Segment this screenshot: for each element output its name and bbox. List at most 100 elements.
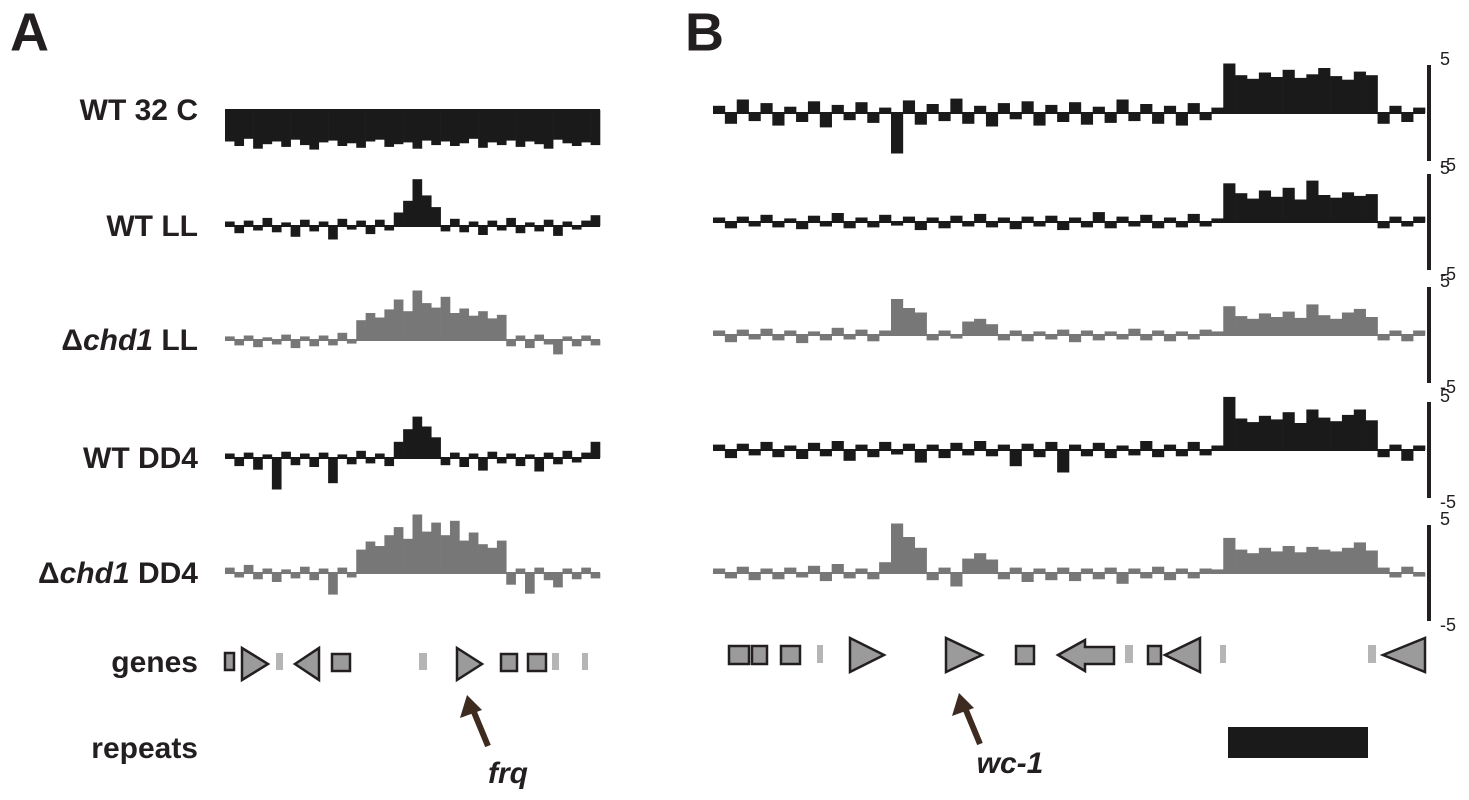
signal-bar [1389,105,1402,113]
signal-bar [487,318,498,340]
label-part: Δ [61,324,83,357]
signal-bar [1377,113,1390,124]
signal-bar [365,110,376,142]
signal-bar [515,568,526,573]
track-label: WT 32 C [80,94,198,127]
signal-bar [262,568,273,573]
signal-bar [562,568,573,573]
signal-bar [985,559,999,573]
signal-bar [1069,444,1082,450]
scale-tick-label: -5 [1440,155,1456,175]
signal-bar [318,452,329,458]
gene-models-a [223,645,588,748]
track-label: Δchd1 DD4 [38,557,198,590]
signal-bar [1318,417,1331,450]
signal-bar [1104,222,1117,229]
signal-bar [855,568,868,573]
signal-bar [375,110,385,140]
signal-bar [1069,335,1082,343]
signal-bar [807,331,821,335]
signal-bar [807,101,821,113]
signal-bar [1247,422,1260,450]
signal-bar [1318,549,1331,573]
signal-bar [431,307,441,340]
signal-bar [772,450,785,458]
signal-bar [365,458,376,464]
panel-letter: B [685,2,724,62]
signal-bar [724,450,738,459]
signal-bar [290,458,301,466]
signal-bar [412,514,423,573]
signal-bar [1401,335,1414,342]
signal-bar [772,573,785,580]
signal-bar [1330,421,1343,450]
signal-bar [506,340,516,347]
signal-bar [271,110,282,142]
signal-bar [525,573,535,594]
signal-bar [562,110,573,144]
signal-bar [365,313,376,340]
signal-bar [843,222,856,229]
signal-bar [1104,450,1117,459]
signal-bar [356,549,366,573]
signal-bar [748,222,761,227]
signal-bar [784,106,797,113]
signal-bar [1211,445,1224,450]
signal-bar [1152,450,1165,458]
signal-bar [914,312,927,335]
signal-bar [902,537,916,573]
signal-bar [748,113,761,122]
signal-bar [450,313,460,340]
signal-bar [962,558,975,573]
signal-bar [384,110,395,147]
signal-bar [1341,192,1355,222]
signal-bar [1033,568,1046,573]
gene-annotation: wc-1 [977,747,1044,780]
signal-bar [1330,318,1343,335]
signal-bar [855,444,868,450]
signal-bar [796,113,809,122]
signal-bar [1377,450,1390,458]
signal-bar [1282,311,1295,335]
signal-bar [562,221,573,226]
signal-bar [1009,113,1022,120]
signal-bar [819,450,832,457]
signal-bar [281,451,291,458]
signal-bar [571,458,582,463]
signal-bar [1033,331,1046,335]
signal-bar [796,222,809,230]
signal-bar [318,110,329,143]
signal-bar [926,335,939,341]
signal-bar [225,567,235,573]
signal-bar [997,573,1010,580]
signal-bar [760,568,773,573]
signal-bar [562,450,573,458]
signal-bar [403,538,413,573]
signal-bar [1116,99,1129,113]
signal-bar [1377,222,1390,229]
signal-bar [1187,213,1200,222]
signal-bar [784,330,797,335]
signal-bar [1021,573,1034,582]
signal-bar [421,426,432,458]
scale-tick-label: -5 [1440,264,1456,284]
signal-bar [1413,216,1426,222]
signal-bar [384,535,395,573]
signal-bar [290,226,301,237]
signal-bar [1353,542,1366,573]
signal-bar [571,573,582,580]
signal-bar [724,335,738,343]
signal-bar [271,340,282,345]
signal-bar [309,226,320,232]
signal-bar [1116,573,1129,584]
signal-bar [318,335,329,340]
signal-bar [281,110,291,147]
signal-bar [300,336,310,340]
signal-bar [1270,551,1283,573]
signal-bar [843,573,856,579]
signal-bar [525,222,535,226]
signal-bar [1128,568,1141,573]
signal-bar [831,327,844,335]
signal-bar [1247,553,1260,573]
signal-bar [271,573,282,582]
